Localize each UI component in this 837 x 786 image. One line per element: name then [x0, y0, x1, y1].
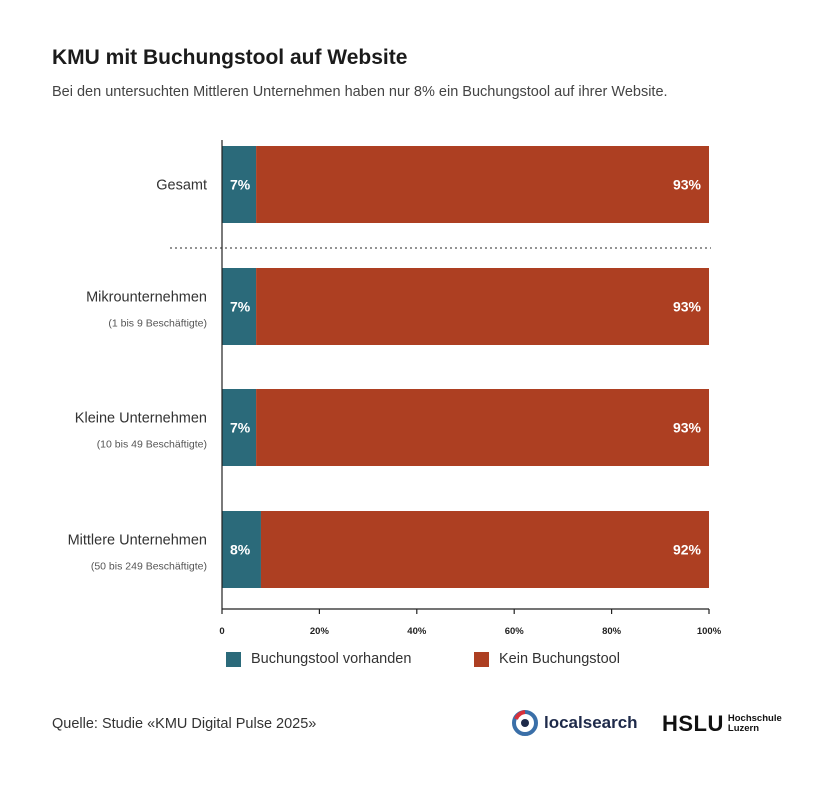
- bar-kein-3: [260, 511, 709, 588]
- x-tick-label: 0: [219, 626, 224, 637]
- bar-kein-2: [256, 389, 709, 466]
- localsearch-logo: localsearch: [512, 710, 638, 736]
- bar-vorhanden-3: [222, 511, 261, 588]
- bar-vorhanden-1: [222, 268, 257, 345]
- x-tick-label: 80%: [602, 626, 622, 637]
- legend-item-kein: Kein Buchungstool: [474, 651, 620, 667]
- legend-item-vorhanden: Buchungstool vorhanden: [226, 651, 411, 667]
- bar-value-label: 7%: [230, 299, 251, 315]
- x-tick-label: 100%: [697, 626, 722, 637]
- x-tick-label: 20%: [310, 626, 330, 637]
- category-label: Mittlere Unternehmen: [68, 533, 207, 549]
- bar-vorhanden-0: [222, 146, 257, 223]
- bar-chart: 7% 93% Gesamt 7% 93% Mikrounternehmen (1 bis 9…: [68, 140, 722, 637]
- category-label: Kleine Unternehmen: [75, 411, 207, 427]
- bar-kein-0: [256, 146, 709, 223]
- bar-value-label: 8%: [230, 542, 251, 558]
- bar-value-label: 7%: [230, 177, 251, 193]
- category-sublabel: (50 bis 249 Beschäftigte): [91, 561, 207, 573]
- x-tick-label: 60%: [505, 626, 525, 637]
- category-sublabel: (1 bis 9 Beschäftigte): [108, 318, 207, 330]
- hslu-subtitle: Hochschule Luzern: [727, 713, 782, 734]
- legend-swatch-vorhanden: [226, 651, 241, 667]
- chart-subtitle: Bei den untersuchten Mittleren Unternehm…: [52, 84, 668, 100]
- bar-value-label: 93%: [673, 420, 702, 436]
- bar-value-label: 7%: [230, 420, 251, 436]
- bar-value-label: 93%: [673, 299, 702, 315]
- hslu-logo: HSLU Hochschule Luzern: [662, 711, 782, 737]
- category-label: Mikrounternehmen: [86, 290, 207, 306]
- legend-label-vorhanden: Buchungstool vorhanden: [251, 651, 412, 667]
- legend-swatch-kein: [474, 651, 489, 667]
- localsearch-icon: [512, 710, 538, 736]
- category-sublabel: (10 bis 49 Beschäftigte): [97, 439, 207, 451]
- legend-label-kein: Kein Buchungstool: [499, 651, 620, 667]
- bar-kein-1: [256, 268, 709, 345]
- bar-value-label: 92%: [673, 542, 702, 558]
- category-label: Gesamt: [156, 178, 207, 194]
- localsearch-wordmark: localsearch: [544, 713, 638, 732]
- bar-vorhanden-2: [222, 389, 257, 466]
- source-note: Quelle: Studie «KMU Digital Pulse 2025»: [52, 716, 317, 732]
- x-tick-label: 40%: [407, 626, 427, 637]
- hslu-wordmark: HSLU: [662, 711, 724, 736]
- bar-value-label: 93%: [673, 177, 702, 193]
- chart-title: KMU mit Buchungstool auf Website: [52, 46, 408, 69]
